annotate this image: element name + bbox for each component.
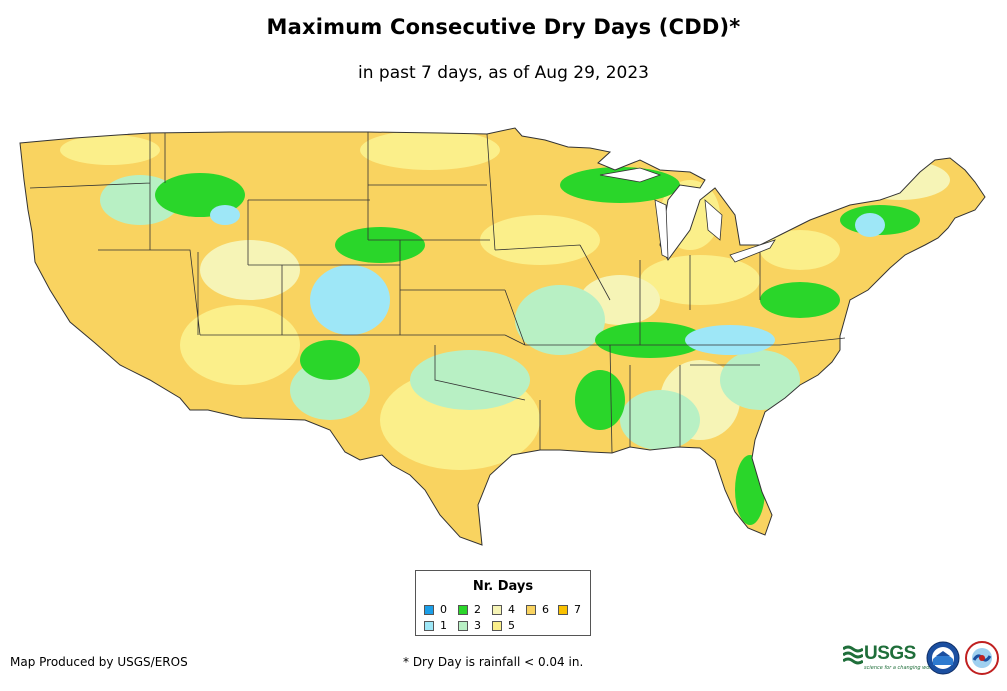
legend-item-1: 1	[424, 619, 447, 632]
lake-huron	[704, 199, 723, 241]
noaa-logo-icon	[926, 641, 960, 675]
legend-swatch	[458, 604, 468, 615]
footnote-text: * Dry Day is rainfall < 0.04 in.	[403, 655, 584, 669]
legend-item-5: 5	[492, 619, 515, 632]
legend-item-0: 0	[424, 603, 447, 616]
penn-yellow	[760, 230, 840, 270]
missouri-mint	[515, 285, 605, 355]
legend-label: 5	[508, 619, 515, 632]
utah-light	[200, 240, 300, 300]
legend-swatch	[526, 604, 536, 615]
legend-item-3: 3	[458, 619, 481, 632]
map-subtitle: in past 7 days, as of Aug 29, 2023	[358, 63, 649, 83]
virginia-green	[760, 282, 840, 318]
arizona-yellow	[180, 305, 300, 385]
lake-superior	[599, 167, 662, 183]
ne-light	[850, 160, 950, 200]
legend-label: 7	[574, 603, 581, 616]
nm-mint	[290, 360, 370, 420]
legend-label: 2	[474, 603, 481, 616]
legend-swatch	[458, 620, 468, 631]
usgs-tagline: science for a changing world	[864, 665, 936, 671]
legend-title: Nr. Days	[472, 579, 534, 594]
nws-logo-icon	[965, 641, 999, 675]
legend-swatch	[424, 620, 434, 631]
agency-logos: USGS science for a changing world	[842, 639, 1002, 679]
usgs-logo-text: USGS	[864, 643, 916, 664]
colorado-cyan	[310, 265, 390, 335]
florida-green	[735, 455, 765, 525]
washington-yellow	[60, 135, 160, 165]
legend-item-6: 6	[526, 603, 549, 616]
ohio-yellow	[640, 255, 760, 305]
tennessee-cyan	[685, 325, 775, 355]
kentucky-green	[595, 322, 705, 358]
iowa-yellow	[480, 215, 600, 265]
north-dakota-yellow	[360, 130, 500, 170]
legend-swatch	[558, 604, 568, 615]
legend-item-4: 4	[492, 603, 515, 616]
lake-michigan	[654, 199, 669, 259]
california-region	[35, 236, 200, 410]
oklahoma-mint	[410, 350, 530, 410]
legend-item-2: 2	[458, 603, 481, 616]
georgia-mint	[720, 350, 800, 410]
lower-miss-green	[575, 370, 625, 430]
legend-label: 4	[508, 603, 515, 616]
legend-label: 0	[440, 603, 447, 616]
nebraska-green	[335, 227, 425, 263]
legend-label: 1	[440, 619, 447, 632]
nm-green	[300, 340, 360, 380]
legend-item-7: 7	[558, 603, 581, 616]
credit-text: Map Produced by USGS/EROS	[10, 655, 188, 669]
legend-label: 3	[474, 619, 481, 632]
state-boundaries	[19, 127, 986, 546]
usgs-logo-icon	[843, 645, 863, 665]
legend: Nr. Days 0 1 2 3 4 5 6 7	[415, 570, 591, 636]
great-lakes	[599, 167, 776, 263]
legend-label: 6	[542, 603, 549, 616]
mississippi-mint	[620, 390, 700, 450]
ny-cyan	[855, 213, 885, 237]
legend-swatch	[492, 620, 502, 631]
legend-swatch	[424, 604, 434, 615]
lake-erie	[729, 239, 776, 263]
legend-swatch	[492, 604, 502, 615]
map-title: Maximum Consecutive Dry Days (CDD)*	[266, 15, 741, 39]
montana-cyan	[210, 205, 240, 225]
